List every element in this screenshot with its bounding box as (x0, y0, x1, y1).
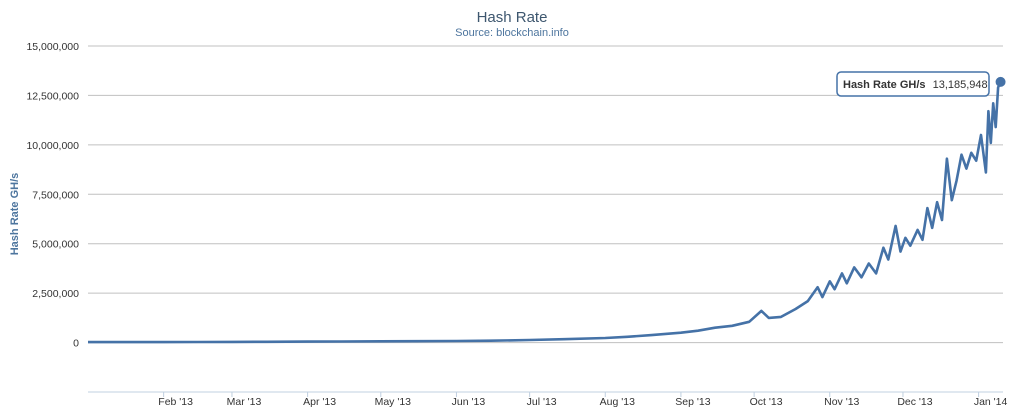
tooltip-content: Hash Rate GH/s 13,185,948 (843, 79, 988, 91)
series-layer (88, 76, 1006, 344)
chart-subtitle: Source: blockchain.info (455, 27, 569, 39)
tooltip-box (836, 71, 990, 97)
y-tick-label: 15,000,000 (26, 41, 79, 53)
x-tick-label: Mar '13 (227, 396, 262, 408)
x-tick-label: Jul '13 (527, 396, 557, 408)
y-tick-label: 10,000,000 (26, 140, 79, 152)
tooltip-value: 13,185,948 (933, 79, 988, 91)
x-tick-label: Aug '13 (600, 396, 635, 408)
x-tick-label: Nov '13 (824, 396, 859, 408)
y-tick-label: 12,500,000 (26, 90, 79, 102)
series-line-0 (88, 81, 1002, 344)
x-tick-label: May '13 (375, 396, 412, 408)
y-tick-label: 0 (73, 338, 79, 350)
tooltip: Hash Rate GH/s 13,185,948 (836, 71, 990, 97)
hover-point[interactable] (995, 76, 1006, 87)
y-tick-label: 2,500,000 (32, 288, 79, 300)
y-tick-label: 7,500,000 (32, 189, 79, 201)
x-tick-label: Feb '13 (158, 396, 193, 408)
x-axis-ticks: Feb '13 Mar '13 Apr '13 May '13 Jun '13 Jul '… (158, 392, 1008, 408)
y-axis-ticks: 0 2,500,000 5,000,000 7,500,000 10,000,000 12… (26, 41, 79, 350)
y-tick-label: 5,000,000 (32, 239, 79, 251)
x-tick-label: Jun '13 (452, 396, 486, 408)
x-tick-label: Sep '13 (675, 396, 710, 408)
chart-title: Hash Rate (477, 9, 548, 26)
grid-lines (88, 45, 1003, 393)
x-tick-label: Dec '13 (897, 396, 932, 408)
x-tick-label: Apr '13 (303, 396, 336, 408)
tooltip-label: Hash Rate GH/s (843, 79, 926, 91)
x-tick-label: Oct '13 (750, 396, 783, 408)
y-axis-title: Hash Rate GH/s (9, 173, 21, 256)
x-tick-label: Jan '14 (974, 396, 1008, 408)
